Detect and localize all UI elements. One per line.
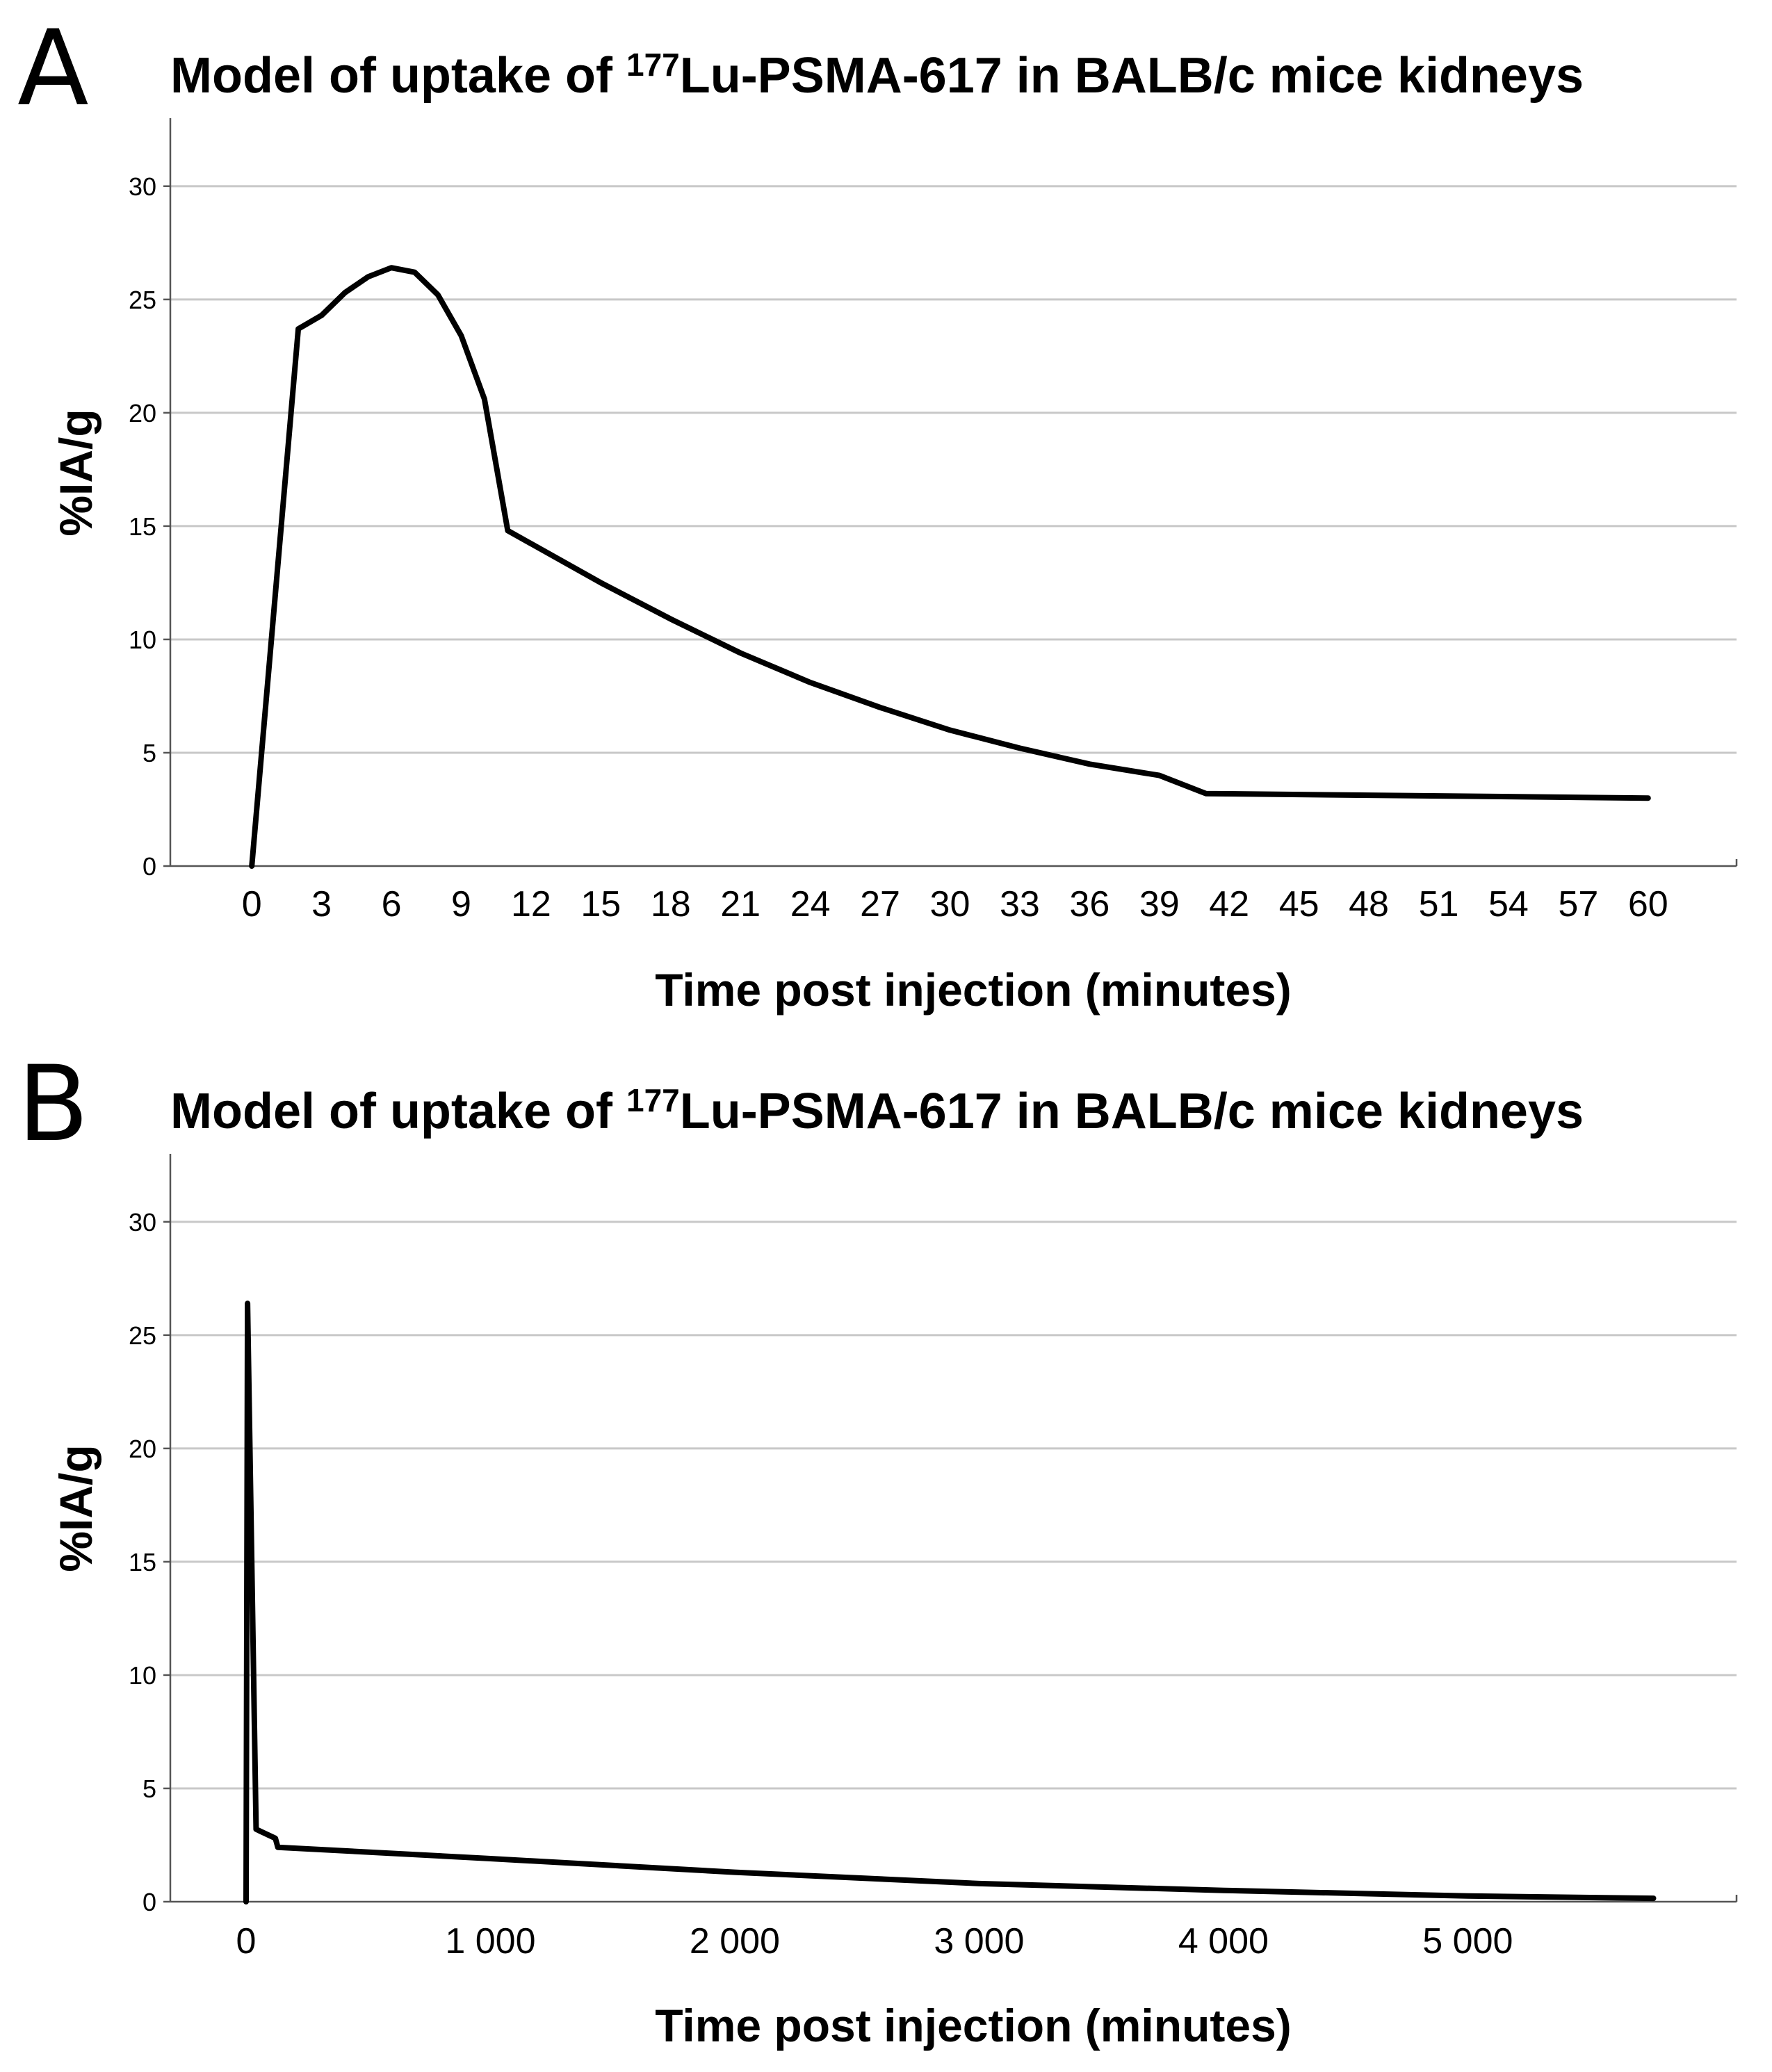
panel-letter-b: B: [17, 1044, 89, 1165]
x-tick-label-b-4: 4 000: [1178, 1921, 1269, 1961]
x-tick-label-a-11: 33: [1000, 884, 1040, 924]
y-tick-label-a-25: 25: [129, 286, 156, 314]
x-tick-label-b-2: 2 000: [690, 1921, 780, 1961]
chart-title-b-suffix: Lu-PSMA-617 in BALB/c mice kidneys: [680, 1084, 1584, 1139]
x-tick-label-a-20: 60: [1628, 884, 1668, 924]
grid-a: [170, 185, 1737, 754]
series-b: [243, 1300, 1657, 1904]
x-tick-label-a-18: 54: [1488, 884, 1529, 924]
x-tick-label-a-9: 27: [860, 884, 900, 924]
x-tick-label-a-17: 51: [1419, 884, 1459, 924]
y-tick-label-b-15: 15: [129, 1548, 156, 1576]
x-axis-label-b: Time post injection (minutes): [655, 2000, 1292, 2051]
panel-a: A Model of uptake of 177Lu-PSMA-617 in B…: [17, 8, 1738, 1015]
x-tick-label-a-16: 48: [1349, 884, 1389, 924]
x-axis-label-a: Time post injection (minutes): [655, 964, 1292, 1015]
chart-title-b: Model of uptake of 177Lu-PSMA-617 in BAL…: [170, 1082, 1584, 1139]
x-tick-label-b-3: 3 000: [934, 1921, 1024, 1961]
chart-title-a-suffix: Lu-PSMA-617 in BALB/c mice kidneys: [680, 48, 1584, 104]
x-tick-label-a-3: 9: [451, 884, 471, 924]
x-tick-label-b-1: 1 000: [445, 1921, 535, 1961]
y-tick-label-b-25: 25: [129, 1321, 156, 1350]
y-tick-label-a-30: 30: [129, 172, 156, 201]
x-tick-label-a-15: 45: [1279, 884, 1319, 924]
panel-letter-a: A: [17, 8, 89, 129]
x-tick-label-b-0: 0: [236, 1921, 256, 1961]
x-tick-label-b-5: 5 000: [1422, 1921, 1513, 1961]
x-tick-label-a-1: 3: [311, 884, 332, 924]
chart-title-a-superscript: 177: [626, 47, 680, 83]
y-tick-label-b-5: 5: [143, 1775, 156, 1803]
panel-b: B Model of uptake of 177Lu-PSMA-617 in B…: [17, 1044, 1738, 2051]
y-tick-labels-a: 0 5 10 15 20 25 30: [129, 172, 156, 881]
y-tick-label-a-20: 20: [129, 399, 156, 427]
chart-title-b-superscript: 177: [626, 1082, 680, 1118]
x-tick-labels-b: 0 1 000 2 000 3 000 4 000 5 000: [236, 1921, 1513, 1961]
x-tick-label-a-12: 36: [1069, 884, 1109, 924]
x-tick-label-a-5: 15: [580, 884, 621, 924]
y-axis-label-a: %IA/g: [50, 409, 101, 536]
x-tick-labels-a: 0 3 6 9 12 15 18 21 24 27 30 33 36 39 42 45 48 51 54 57 60: [242, 884, 1668, 924]
axes-a: [163, 118, 1738, 867]
axes-b: [163, 1154, 1738, 1903]
y-tick-label-a-10: 10: [129, 626, 156, 654]
chart-title-a-prefix: Model of uptake of: [170, 48, 626, 104]
y-tick-label-b-10: 10: [129, 1661, 156, 1690]
y-tick-label-b-20: 20: [129, 1435, 156, 1463]
grid-b: [170, 1221, 1737, 1790]
series-a: [249, 265, 1651, 869]
x-tick-label-a-0: 0: [242, 884, 262, 924]
y-tick-label-a-5: 5: [143, 739, 156, 767]
x-tick-label-a-14: 42: [1209, 884, 1249, 924]
x-tick-label-a-7: 21: [720, 884, 761, 924]
x-tick-label-a-13: 39: [1139, 884, 1180, 924]
series-line-b-0: [243, 1300, 1657, 1904]
chart-title-b-prefix: Model of uptake of: [170, 1084, 626, 1139]
y-tick-label-a-15: 15: [129, 512, 156, 541]
x-tick-label-a-2: 6: [382, 884, 402, 924]
x-tick-label-a-6: 18: [651, 884, 691, 924]
x-tick-label-a-4: 12: [511, 884, 551, 924]
x-tick-label-a-10: 30: [930, 884, 970, 924]
series-line-a-0: [249, 265, 1651, 869]
y-tick-label-b-30: 30: [129, 1208, 156, 1237]
y-axis-label-b: %IA/g: [50, 1444, 101, 1572]
y-tick-labels-b: 0 5 10 15 20 25 30: [129, 1208, 156, 1916]
chart-title-a: Model of uptake of 177Lu-PSMA-617 in BAL…: [170, 47, 1584, 104]
x-tick-label-a-8: 24: [790, 884, 831, 924]
y-tick-label-b-0: 0: [143, 1888, 156, 1916]
x-tick-label-a-19: 57: [1558, 884, 1598, 924]
y-tick-label-a-0: 0: [143, 852, 156, 881]
